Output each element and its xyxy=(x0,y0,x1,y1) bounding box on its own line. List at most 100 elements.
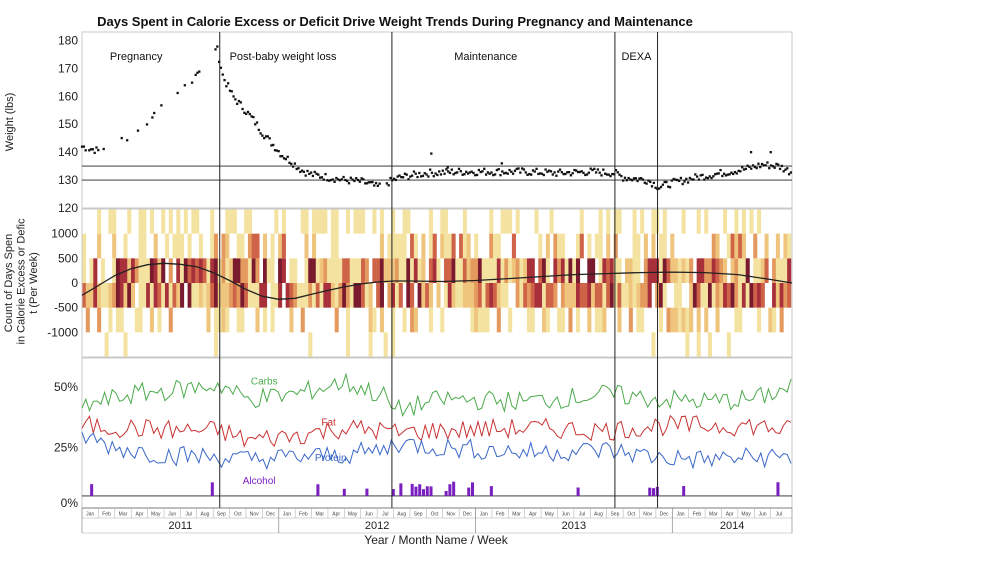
heatmap-cell xyxy=(112,209,117,234)
heatmap-cell xyxy=(229,283,234,308)
weight-point xyxy=(329,178,333,182)
heatmap-cell xyxy=(176,283,181,308)
year-label: 2014 xyxy=(720,520,744,532)
heatmap-cell xyxy=(455,283,460,308)
heatmap-cell xyxy=(459,233,464,259)
heatmap-cell xyxy=(391,307,396,333)
month-label: Jul xyxy=(776,512,782,518)
weight-point xyxy=(259,132,262,135)
weight-point xyxy=(398,174,401,177)
heatmap-cell xyxy=(560,233,565,259)
weight-panel: 180 170 160 150 140 130 120 Weight (lbs) Pregnan… xyxy=(4,31,793,215)
weight-point xyxy=(309,171,313,174)
heatmap-cell xyxy=(666,307,671,333)
weight-point xyxy=(427,175,430,178)
heatmap-cell xyxy=(198,283,203,308)
heatmap-cell xyxy=(213,233,219,259)
heatmap-cell xyxy=(364,283,369,308)
heatmap-cell xyxy=(176,209,181,234)
heatmap-cell xyxy=(138,209,143,234)
macros-tick-label: 0% xyxy=(61,496,79,510)
heatmap-cell xyxy=(538,283,543,308)
heatmap-cell xyxy=(97,209,102,234)
weight-point xyxy=(313,170,316,174)
heatmap-cell xyxy=(493,258,498,283)
alcohol-bar xyxy=(410,483,414,496)
heatmap-cell xyxy=(225,233,230,259)
series-label: Carbs xyxy=(251,377,278,388)
weight-point xyxy=(748,165,751,169)
heatmap-cell xyxy=(489,209,494,234)
heatmap-cell xyxy=(308,332,313,357)
heatmap-cell xyxy=(606,209,611,234)
month-label: Jun xyxy=(168,512,176,518)
weight-point xyxy=(254,123,257,126)
heatmap-cell xyxy=(127,283,132,308)
heatmap-cell xyxy=(198,258,203,283)
heatmap-cell xyxy=(681,209,686,234)
weight-point xyxy=(378,182,381,185)
month-label: Nov xyxy=(643,512,652,518)
weight-point xyxy=(668,186,672,189)
heatmap-cell xyxy=(255,307,260,333)
weight-point xyxy=(546,170,549,173)
weight-point xyxy=(125,139,129,142)
heatmap-cell xyxy=(270,258,275,283)
heatmap-cell xyxy=(180,233,185,259)
weight-point xyxy=(686,181,690,184)
heatmap-cell xyxy=(372,209,377,234)
weight-point xyxy=(643,181,646,184)
heatmap-cell xyxy=(674,283,679,308)
heatmap-cell xyxy=(530,258,535,283)
heatmap-cell xyxy=(213,258,219,283)
excess-tick-label: 1000 xyxy=(51,227,78,241)
weight-point xyxy=(681,182,684,186)
month-label: Aug xyxy=(201,512,210,518)
heatmap-cell xyxy=(391,209,396,234)
weight-point xyxy=(585,173,589,176)
weight-point xyxy=(578,170,582,174)
weight-point xyxy=(750,167,753,170)
heatmap-cell xyxy=(756,209,762,234)
weight-point xyxy=(344,178,347,182)
weight-point xyxy=(239,101,242,104)
heatmap-cell xyxy=(379,209,384,234)
heatmap-cell xyxy=(557,258,562,283)
weight-point xyxy=(580,170,583,173)
heatmap-cell xyxy=(756,258,762,283)
heatmap-cell xyxy=(462,209,467,234)
heatmap-cell xyxy=(293,258,298,283)
heatmap-cell xyxy=(489,258,494,283)
heatmap-cell xyxy=(477,307,483,333)
weight-point xyxy=(198,70,201,73)
heatmap-cell xyxy=(180,258,185,283)
weight-point xyxy=(248,112,251,116)
weight-point xyxy=(575,169,578,172)
heatmap-cell xyxy=(312,283,317,308)
heatmap-cell xyxy=(134,307,139,333)
heatmap-cell xyxy=(285,283,290,308)
month-label: Sep xyxy=(217,512,226,518)
heatmap-cell xyxy=(195,258,200,283)
weight-point xyxy=(670,179,674,182)
macros-tick-label: 25% xyxy=(54,441,78,455)
heatmap-cell xyxy=(775,283,780,308)
alcohol-bar xyxy=(425,486,429,496)
heatmap-cell xyxy=(462,258,467,283)
weight-point xyxy=(623,176,627,179)
weight-point xyxy=(264,135,268,138)
heatmap-cell xyxy=(707,283,713,308)
heatmap-cell xyxy=(455,258,460,283)
heatmap-cell xyxy=(146,258,151,283)
weight-point xyxy=(429,168,432,171)
heatmap-cell xyxy=(342,283,347,308)
heatmap-cell xyxy=(323,283,328,308)
heatmap-cell xyxy=(496,307,501,333)
weight-point xyxy=(535,167,538,171)
month-label: Dec xyxy=(266,512,275,518)
weight-point xyxy=(515,167,518,171)
heatmap-cell xyxy=(251,258,256,283)
heatmap-cell xyxy=(489,283,494,308)
weight-point xyxy=(723,172,726,175)
heatmap-cell xyxy=(247,209,252,234)
